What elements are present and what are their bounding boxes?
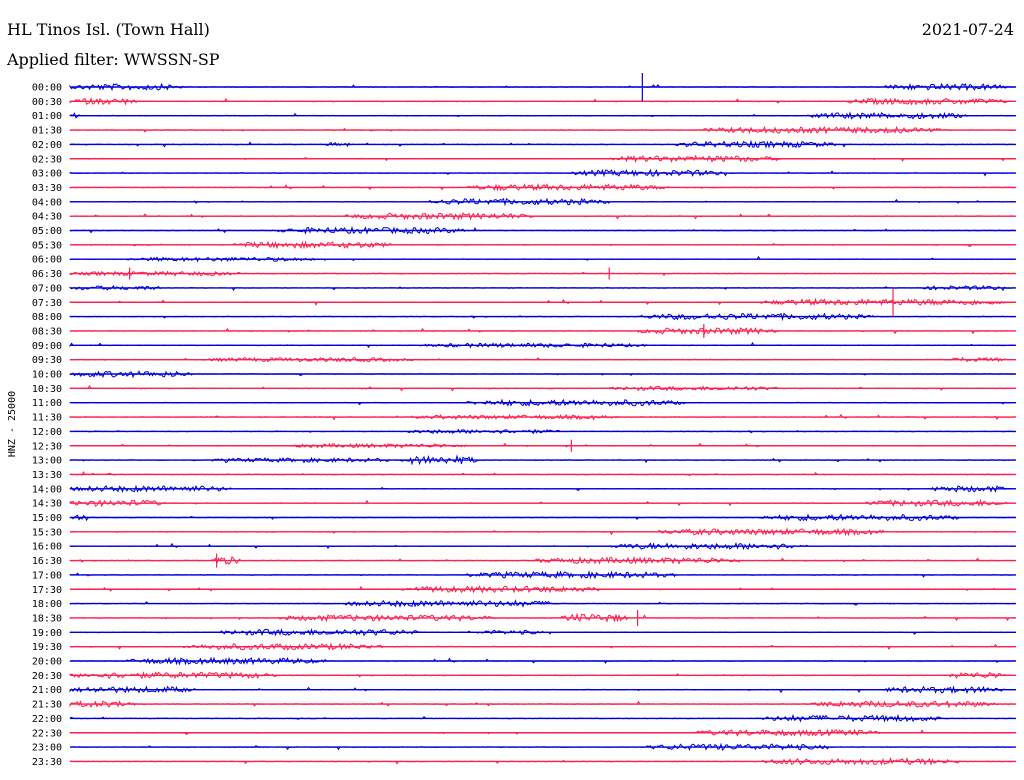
station-title: HL Tinos Isl. (Town Hall) — [7, 20, 210, 39]
time-tick-label: 06:30 — [32, 269, 62, 280]
time-tick-label: 09:30 — [32, 355, 62, 366]
time-tick-label: 14:00 — [32, 484, 62, 495]
time-tick-label: 08:00 — [32, 312, 62, 323]
time-tick-label: 16:30 — [32, 556, 62, 567]
time-tick-label: 02:00 — [32, 140, 62, 151]
time-tick-label: 18:30 — [32, 613, 62, 624]
time-tick-labels: 00:00 00:30 01:00 01:30 02:00 02:30 03:00 03:30… — [32, 83, 62, 768]
time-tick-label: 01:00 — [32, 111, 62, 122]
time-tick-label: 10:00 — [32, 370, 62, 381]
time-tick-label: 08:30 — [32, 326, 62, 337]
time-tick-label: 03:30 — [32, 183, 62, 194]
time-tick-label: 16:00 — [32, 542, 62, 553]
time-tick-label: 19:00 — [32, 628, 62, 639]
time-tick-label: 11:30 — [32, 413, 62, 424]
time-tick-label: 23:30 — [32, 757, 62, 768]
time-tick-label: 20:30 — [32, 671, 62, 682]
time-tick-label: 06:00 — [32, 255, 62, 266]
time-tick-label: 01:30 — [32, 126, 62, 137]
time-tick-label: 15:00 — [32, 513, 62, 524]
time-tick-label: 00:00 — [32, 83, 62, 94]
time-tick-label: 09:00 — [32, 341, 62, 352]
filter-label: Applied filter: WWSSN-SP — [7, 50, 220, 69]
time-tick-label: 23:00 — [32, 743, 62, 754]
traces — [69, 73, 1016, 766]
time-tick-label: 13:00 — [32, 456, 62, 467]
time-tick-label: 21:30 — [32, 700, 62, 711]
time-tick-label: 18:00 — [32, 599, 62, 610]
time-tick-label: 05:30 — [32, 240, 62, 251]
time-tick-label: 12:30 — [32, 441, 62, 452]
time-tick-label: 10:30 — [32, 384, 62, 395]
time-tick-label: 13:30 — [32, 470, 62, 481]
time-tick-label: 07:30 — [32, 298, 62, 309]
time-tick-label: 07:00 — [32, 283, 62, 294]
date-label: 2021-07-24 — [921, 20, 1014, 39]
time-tick-label: 21:00 — [32, 685, 62, 696]
time-tick-label: 15:30 — [32, 527, 62, 538]
time-tick-label: 17:00 — [32, 570, 62, 581]
time-tick-label: 04:30 — [32, 212, 62, 223]
time-tick-label: 20:00 — [32, 657, 62, 668]
time-tick-label: 11:00 — [32, 398, 62, 409]
time-tick-label: 00:30 — [32, 97, 62, 108]
time-tick-label: 22:00 — [32, 714, 62, 725]
time-tick-label: 03:00 — [32, 169, 62, 180]
time-tick-label: 04:00 — [32, 197, 62, 208]
time-tick-label: 02:30 — [32, 154, 62, 165]
time-tick-label: 19:30 — [32, 642, 62, 653]
time-tick-label: 14:30 — [32, 499, 62, 510]
time-tick-label: 05:00 — [32, 226, 62, 237]
time-tick-label: 17:30 — [32, 585, 62, 596]
y-axis-label: HNZ - 25000 — [7, 391, 18, 457]
time-tick-label: 22:30 — [32, 728, 62, 739]
time-tick-label: 12:00 — [32, 427, 62, 438]
